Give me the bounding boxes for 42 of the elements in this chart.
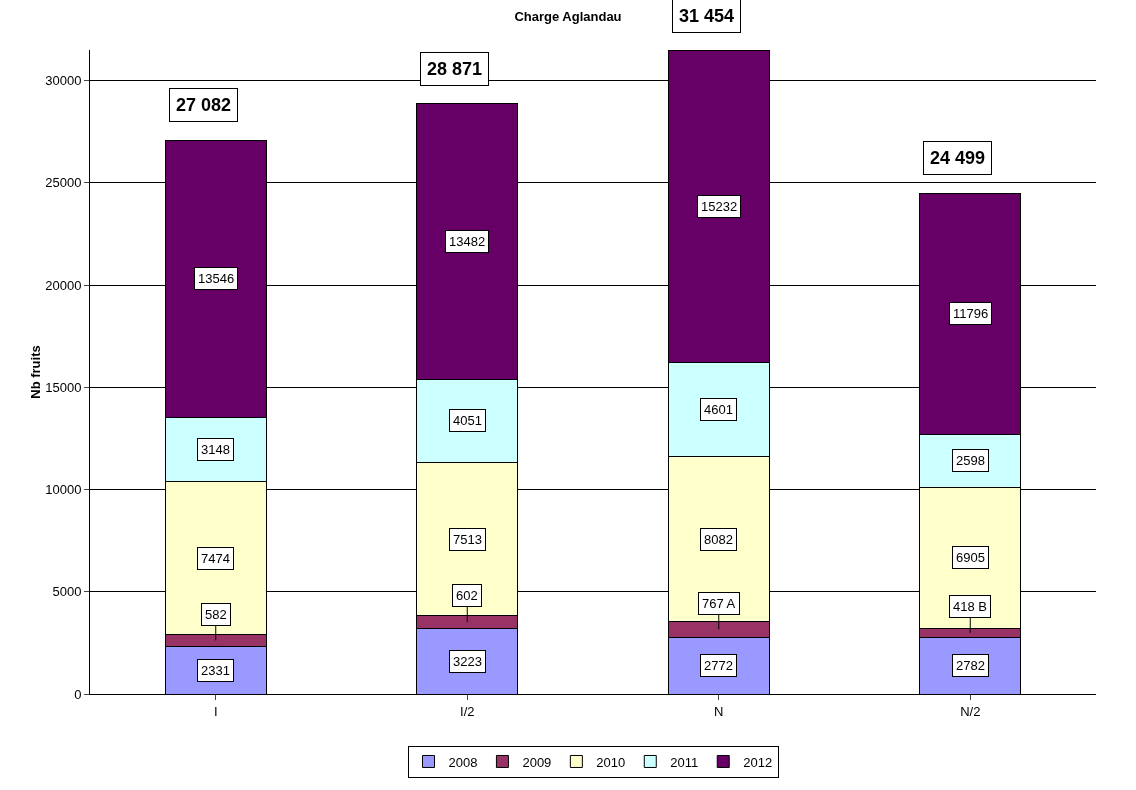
legend-label: 2010: [596, 754, 626, 770]
data-label: 2782: [956, 658, 985, 673]
data-label: 3223: [453, 654, 482, 669]
data-label: 4601: [704, 402, 733, 417]
data-label: 11796: [953, 306, 989, 321]
data-label: 7513: [453, 532, 482, 547]
data-label: 2772: [704, 658, 733, 673]
legend-label: 2008: [448, 754, 478, 770]
total-label: 24 499: [930, 148, 986, 168]
y-tick-label: 20000: [45, 277, 82, 293]
data-label: 767 A: [702, 596, 736, 611]
data-label: 2331: [201, 663, 230, 678]
data-label: 582: [205, 607, 227, 622]
y-tick-label: 30000: [45, 73, 82, 89]
x-tick-label: I/2: [460, 703, 475, 719]
x-tick-label: I: [213, 703, 218, 719]
x-tick-label: N: [714, 703, 724, 719]
y-tick-label: 10000: [45, 482, 82, 498]
data-label: 15232: [701, 199, 738, 214]
data-label: 13546: [198, 271, 235, 286]
data-label: 4051: [453, 413, 482, 428]
data-label: 418 B: [953, 599, 987, 614]
y-tick-label: 0: [74, 686, 82, 702]
data-label: 13482: [449, 234, 486, 249]
legend-label: 2011: [670, 754, 699, 770]
legend-label: 2012: [743, 754, 773, 770]
total-label: 28 871: [427, 59, 483, 79]
legend-label: 2009: [522, 754, 552, 770]
data-label: 7474: [201, 551, 230, 566]
y-axis-title: Nb fruits: [28, 345, 44, 399]
total-label: 31 454: [679, 6, 735, 26]
y-tick-label: 15000: [45, 379, 82, 395]
data-label: 3148: [201, 442, 230, 457]
data-label: 2598: [956, 453, 985, 468]
y-tick-label: 5000: [52, 584, 82, 600]
data-label: 6905: [956, 550, 985, 565]
data-label: 8082: [704, 532, 733, 547]
total-label: 27 082: [176, 95, 232, 115]
y-tick-label: 25000: [45, 175, 82, 191]
x-tick-label: N/2: [960, 703, 981, 719]
chart-title: Charge Aglandau: [514, 8, 622, 24]
data-label: 602: [456, 588, 478, 603]
